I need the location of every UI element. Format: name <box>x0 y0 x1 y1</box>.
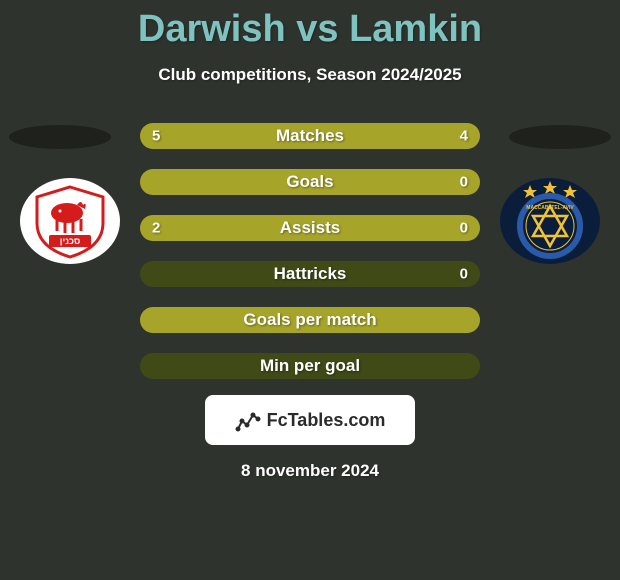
stat-bar-label: Goals <box>286 172 333 192</box>
club-logo-left: סכנין <box>20 178 120 264</box>
club-logo-right-icon: MACCABI TEL-AVIV <box>500 178 600 264</box>
infographic-container: Darwish vs Lamkin Club competitions, Sea… <box>0 0 620 580</box>
infographic-date: 8 november 2024 <box>241 461 379 481</box>
stat-bar-value-right: 0 <box>460 266 468 283</box>
svg-text:סכנין: סכנין <box>60 236 81 246</box>
stat-bar-label: Assists <box>280 218 340 238</box>
stat-bar-fill-right <box>329 123 480 149</box>
stat-bar-value-right: 0 <box>460 174 468 191</box>
stat-bar-label: Goals per match <box>243 310 376 330</box>
source-badge: FcTables.com <box>205 395 415 445</box>
club-logo-left-icon: סכנין <box>25 181 115 261</box>
stat-bar-row: Matches 5 4 <box>140 123 480 149</box>
comparison-title: Darwish vs Lamkin <box>138 8 482 51</box>
stat-bar-row: Assists 2 0 <box>140 215 480 241</box>
stat-bar-label: Min per goal <box>260 356 360 376</box>
source-badge-text: FcTables.com <box>267 410 386 431</box>
club-logo-right: MACCABI TEL-AVIV <box>500 178 600 264</box>
stat-bar-value-left: 5 <box>152 128 160 145</box>
fctables-logo-icon <box>235 407 261 433</box>
stat-bar-row: Min per goal <box>140 353 480 379</box>
stat-bar-value-left: 2 <box>152 220 160 237</box>
svg-text:MACCABI TEL-AVIV: MACCABI TEL-AVIV <box>526 205 574 211</box>
stat-bar-label: Hattricks <box>274 264 347 284</box>
stat-bar-value-right: 4 <box>460 128 468 145</box>
stat-bar-row: Goals per match <box>140 307 480 333</box>
stat-bar-label: Matches <box>276 126 344 146</box>
comparison-subtitle: Club competitions, Season 2024/2025 <box>158 65 461 85</box>
player-right-shadow <box>509 125 611 149</box>
stat-bar-row: Hattricks 0 <box>140 261 480 287</box>
stat-bars: Matches54Goals0Assists20Hattricks0Goals … <box>140 123 480 379</box>
stat-bar-row: Goals 0 <box>140 169 480 195</box>
player-left-shadow <box>9 125 111 149</box>
stat-bar-value-right: 0 <box>460 220 468 237</box>
